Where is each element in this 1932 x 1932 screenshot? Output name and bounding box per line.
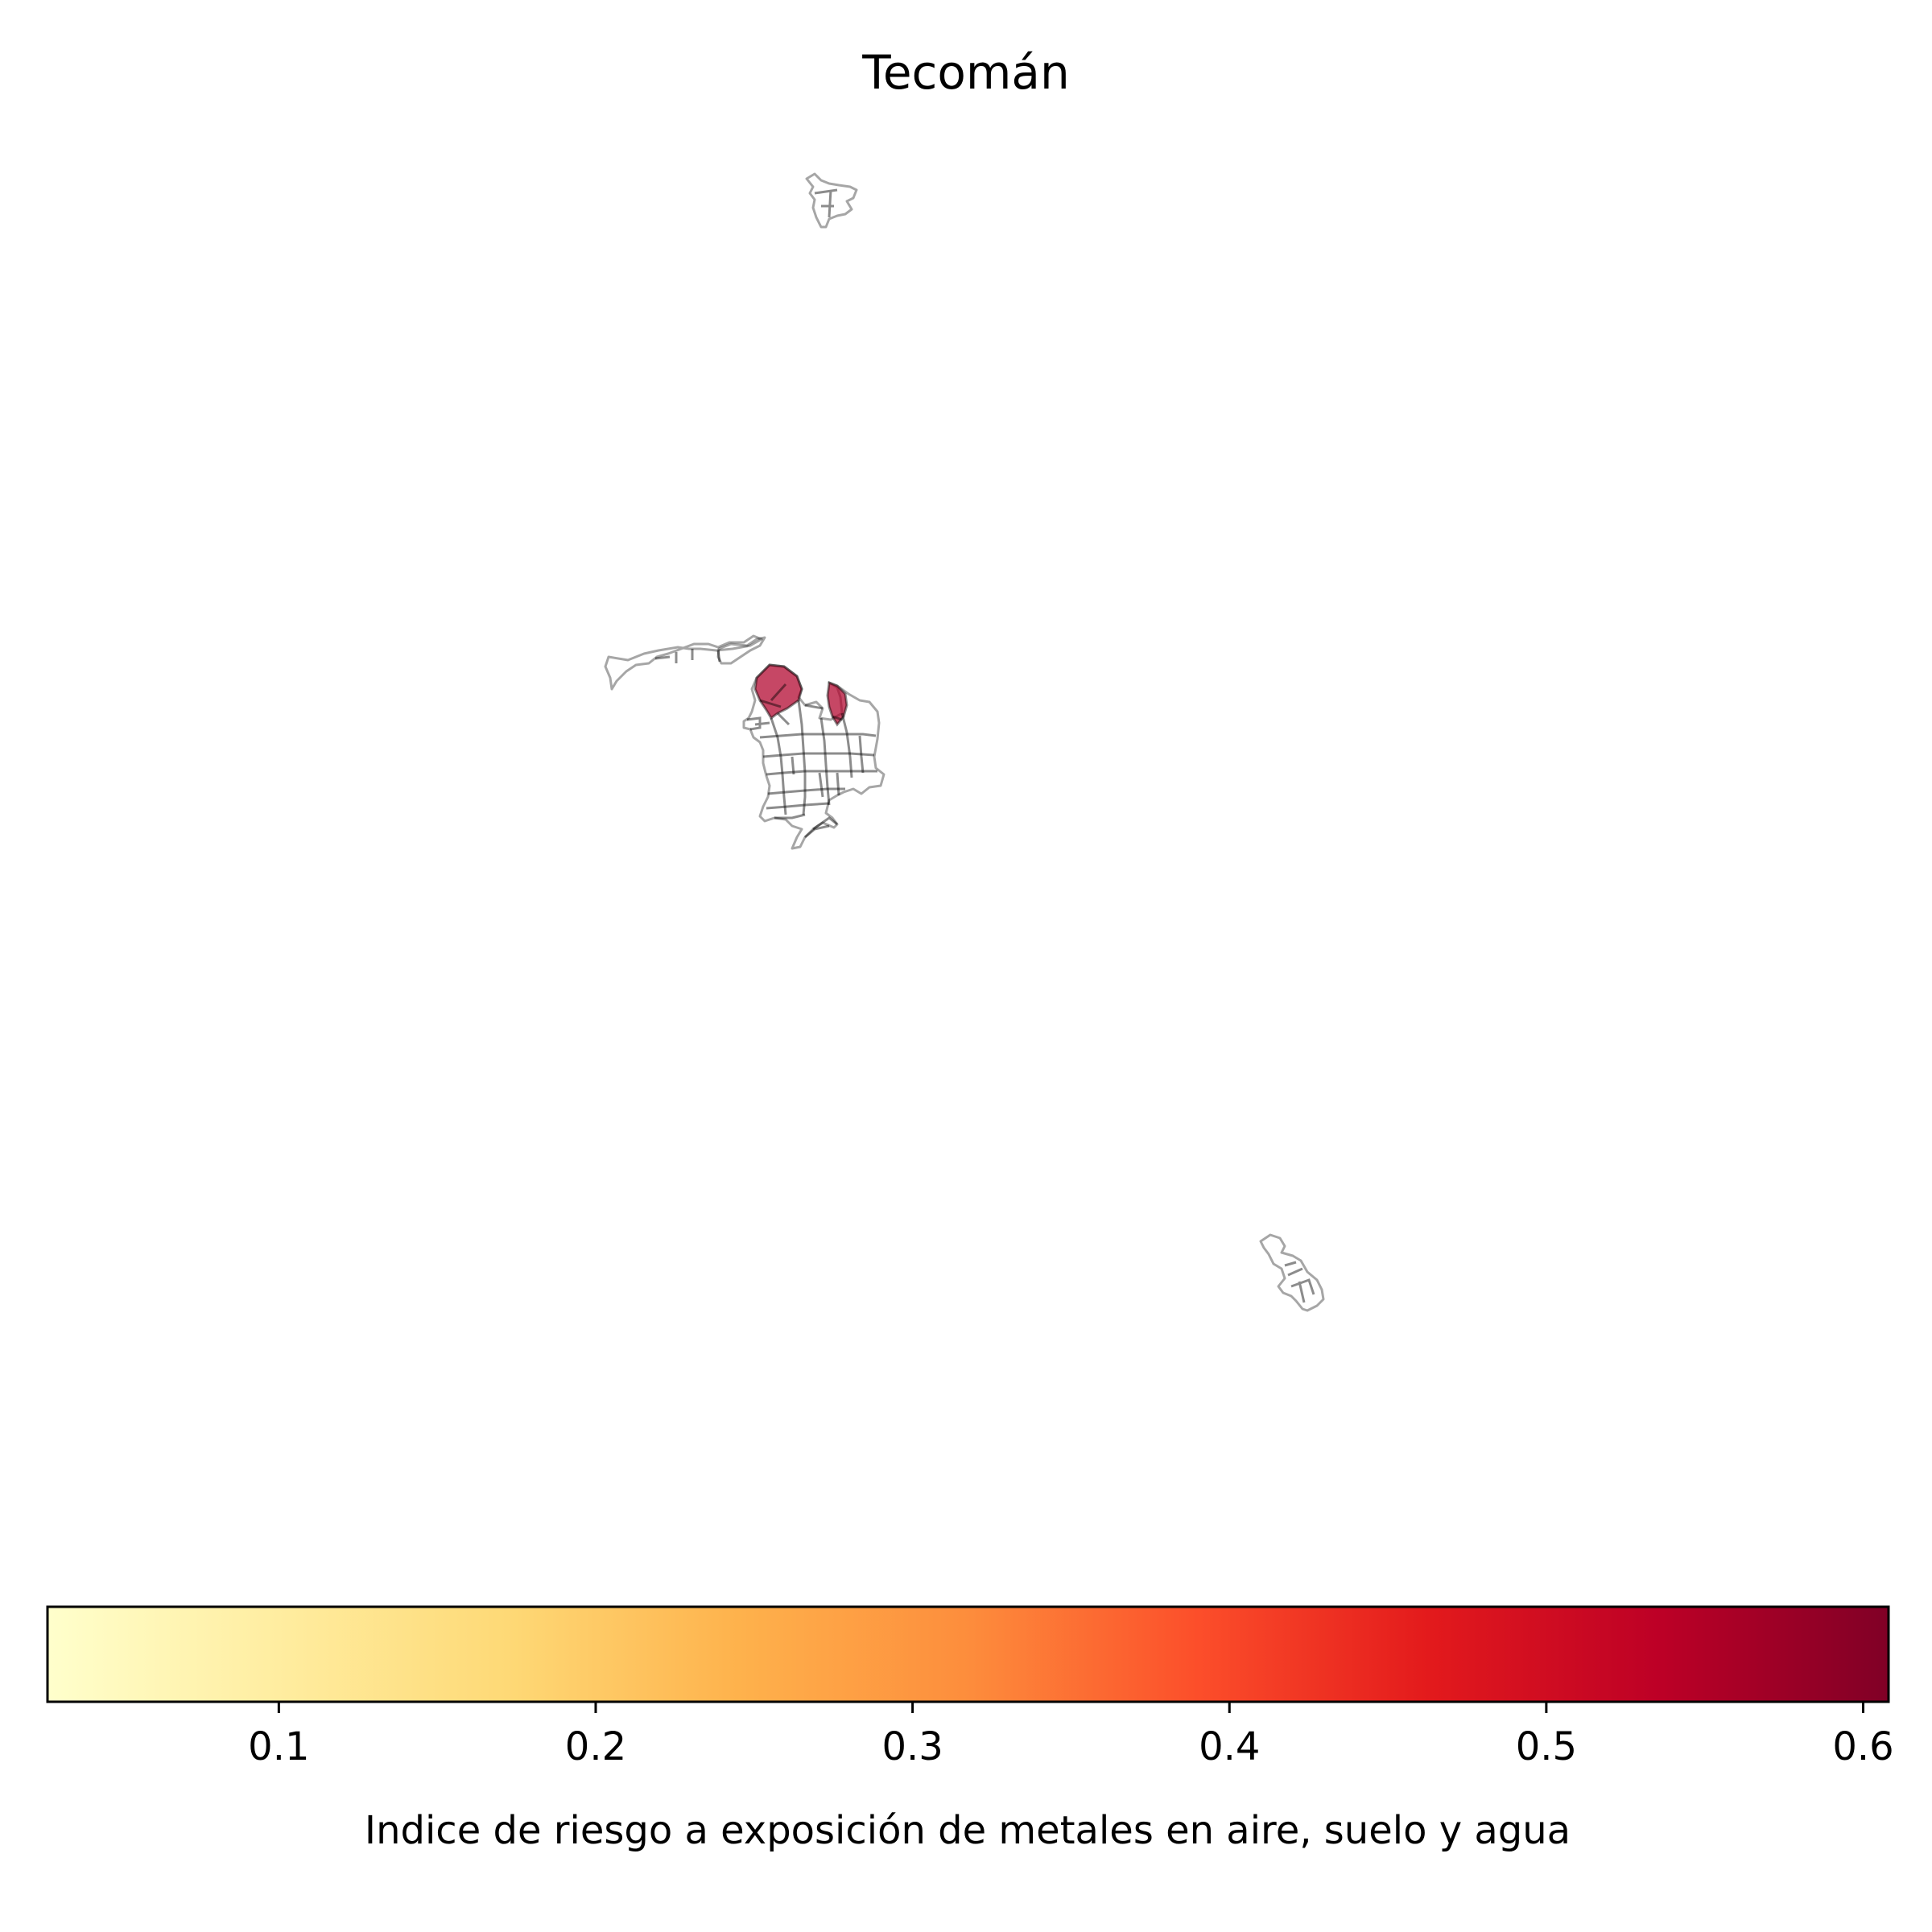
colorbar-tick-label: 0.5: [1516, 1724, 1577, 1769]
north-locality: [805, 172, 858, 229]
colorbar-label: Indice de riesgo a exposición de metales…: [365, 1808, 1571, 1853]
colorbar-ticks: 0.1 0.2 0.3 0.4 0.5 0.6: [248, 1702, 1894, 1769]
colorbar-tick-label: 0.1: [248, 1724, 309, 1769]
west-locality: [604, 634, 766, 691]
colorbar-tick-label: 0.3: [881, 1724, 943, 1769]
colorbar-gradient: [46, 1605, 1890, 1703]
colorbar-tick-label: 0.6: [1832, 1724, 1893, 1769]
high-risk-block-northeast: [826, 680, 848, 727]
colorbar: 0.1 0.2 0.3 0.4 0.5 0.6 Indice de riesgo a ex…: [46, 1605, 1894, 1853]
high-risk-block-north: [753, 663, 803, 720]
map-title: Tecomán: [861, 45, 1069, 100]
colorbar-tick-label: 0.2: [565, 1724, 626, 1769]
southeast-locality: [1259, 1233, 1325, 1312]
central-city: [742, 663, 886, 850]
map: [604, 172, 1325, 1312]
colorbar-tick-label: 0.4: [1199, 1724, 1260, 1769]
